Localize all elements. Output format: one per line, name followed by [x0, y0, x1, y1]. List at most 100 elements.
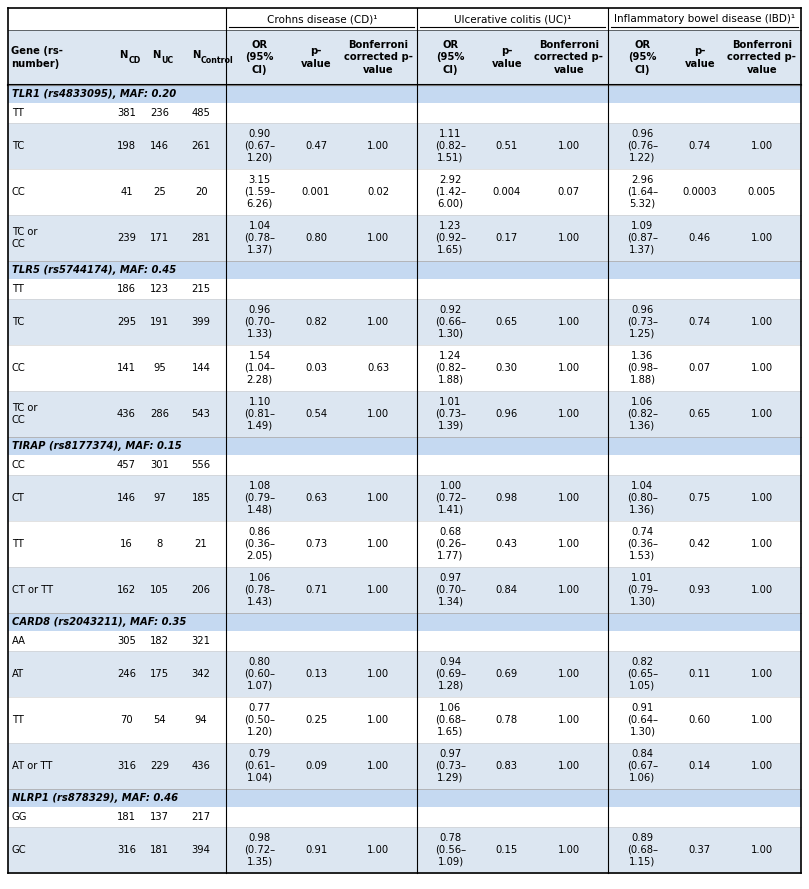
Bar	[8, 299, 801, 345]
Text: 1.00: 1.00	[751, 233, 773, 243]
Text: 485: 485	[192, 108, 210, 118]
Text: AT: AT	[12, 669, 24, 679]
Text: 0.25: 0.25	[305, 715, 327, 725]
Text: Bonferroni
corrected p-
value: Bonferroni corrected p- value	[344, 40, 413, 75]
Text: CD: CD	[129, 56, 141, 65]
Text: 175: 175	[150, 669, 169, 679]
Text: 261: 261	[192, 141, 210, 151]
Text: 1.00: 1.00	[557, 233, 580, 243]
Text: 16: 16	[120, 539, 133, 549]
Text: 1.00: 1.00	[751, 761, 773, 771]
Text: 239: 239	[116, 233, 136, 243]
Text: 0.14: 0.14	[688, 761, 711, 771]
Text: 0.74
(0.36–
1.53): 0.74 (0.36– 1.53)	[627, 527, 658, 561]
Text: UC: UC	[162, 56, 174, 65]
Bar	[8, 103, 801, 123]
Text: 295: 295	[116, 317, 136, 327]
Text: Gene (rs-
number): Gene (rs- number)	[11, 46, 63, 68]
Text: 1.00: 1.00	[751, 669, 773, 679]
Text: AA: AA	[12, 636, 26, 646]
Text: CARD8 (rs2043211), MAF: 0.35: CARD8 (rs2043211), MAF: 0.35	[12, 617, 186, 627]
Text: 0.96
(0.73–
1.25): 0.96 (0.73– 1.25)	[627, 305, 658, 339]
Bar	[8, 697, 801, 743]
Text: TC or
CC: TC or CC	[12, 403, 37, 425]
Text: OR
(95%
CI): OR (95% CI)	[628, 40, 657, 75]
Text: 182: 182	[150, 636, 169, 646]
Bar	[8, 8, 801, 30]
Text: 0.60: 0.60	[688, 715, 711, 725]
Text: 97: 97	[154, 493, 166, 503]
Text: 0.91: 0.91	[305, 845, 327, 855]
Text: 217: 217	[192, 812, 210, 822]
Text: 1.00: 1.00	[367, 845, 389, 855]
Text: 1.23
(0.92–
1.65): 1.23 (0.92– 1.65)	[435, 221, 466, 255]
Text: NLRP1 (rs878329), MAF: 0.46: NLRP1 (rs878329), MAF: 0.46	[12, 793, 178, 803]
Text: 215: 215	[192, 284, 210, 294]
Text: AT or TT: AT or TT	[12, 761, 53, 771]
Bar	[8, 521, 801, 567]
Text: 1.00: 1.00	[751, 715, 773, 725]
Text: 0.96: 0.96	[496, 409, 518, 419]
Text: 1.00: 1.00	[751, 493, 773, 503]
Text: 305: 305	[117, 636, 136, 646]
Text: 70: 70	[120, 715, 133, 725]
Text: OR
(95%
CI): OR (95% CI)	[436, 40, 464, 75]
Text: 0.005: 0.005	[748, 187, 776, 197]
Text: 0.94
(0.69–
1.28): 0.94 (0.69– 1.28)	[435, 657, 466, 691]
Text: 229: 229	[150, 761, 169, 771]
Text: 1.00: 1.00	[367, 233, 389, 243]
Bar	[8, 261, 801, 279]
Text: 1.00: 1.00	[367, 585, 389, 595]
Text: 0.03: 0.03	[305, 363, 327, 373]
Text: N: N	[119, 50, 128, 60]
Text: 1.11
(0.82–
1.51): 1.11 (0.82– 1.51)	[435, 129, 466, 163]
Text: 0.73: 0.73	[305, 539, 327, 549]
Bar	[8, 613, 801, 631]
Text: 399: 399	[192, 317, 210, 327]
Text: 0.51: 0.51	[496, 141, 518, 151]
Text: 0.77
(0.50–
1.20): 0.77 (0.50– 1.20)	[244, 703, 275, 737]
Text: 236: 236	[150, 108, 169, 118]
Text: 0.17: 0.17	[496, 233, 518, 243]
Bar	[8, 631, 801, 651]
Text: 0.004: 0.004	[493, 187, 521, 197]
Text: Ulcerative colitis (UC)¹: Ulcerative colitis (UC)¹	[454, 14, 571, 24]
Text: 1.08
(0.79–
1.48): 1.08 (0.79– 1.48)	[244, 481, 275, 515]
Text: 1.00: 1.00	[751, 409, 773, 419]
Text: p-
value: p- value	[301, 46, 332, 68]
Bar	[8, 345, 801, 391]
Text: 0.68
(0.26–
1.77): 0.68 (0.26– 1.77)	[435, 527, 466, 561]
Text: 1.00: 1.00	[751, 363, 773, 373]
Text: 0.43: 0.43	[496, 539, 518, 549]
Text: p-
value: p- value	[492, 46, 522, 68]
Text: 181: 181	[150, 845, 169, 855]
Text: 543: 543	[192, 409, 210, 419]
Bar	[8, 567, 801, 613]
Text: 0.84
(0.67–
1.06): 0.84 (0.67– 1.06)	[627, 749, 658, 783]
Text: TC or
CC: TC or CC	[12, 227, 37, 249]
Text: CC: CC	[12, 460, 26, 470]
Text: 162: 162	[116, 585, 136, 595]
Text: 1.00
(0.72–
1.41): 1.00 (0.72– 1.41)	[435, 481, 466, 515]
Text: TT: TT	[12, 715, 24, 725]
Bar	[8, 391, 801, 437]
Text: 286: 286	[150, 409, 169, 419]
Bar	[8, 651, 801, 697]
Text: N: N	[153, 50, 161, 60]
Text: 1.24
(0.82–
1.88): 1.24 (0.82– 1.88)	[435, 351, 466, 385]
Bar	[8, 215, 801, 261]
Text: 1.00: 1.00	[557, 539, 580, 549]
Text: 0.46: 0.46	[688, 233, 711, 243]
Text: 20: 20	[195, 187, 207, 197]
Text: 0.42: 0.42	[688, 539, 711, 549]
Text: 0.98: 0.98	[496, 493, 518, 503]
Text: 1.00: 1.00	[367, 493, 389, 503]
Text: 198: 198	[116, 141, 136, 151]
Text: Control: Control	[201, 56, 234, 65]
Text: 2.92
(1.42–
6.00): 2.92 (1.42– 6.00)	[435, 175, 466, 209]
Text: 2.96
(1.64–
5.32): 2.96 (1.64– 5.32)	[627, 175, 658, 209]
Text: 1.04
(0.78–
1.37): 1.04 (0.78– 1.37)	[244, 221, 275, 255]
Text: 0.80: 0.80	[305, 233, 327, 243]
Text: 457: 457	[116, 460, 136, 470]
Text: 0.65: 0.65	[688, 409, 711, 419]
